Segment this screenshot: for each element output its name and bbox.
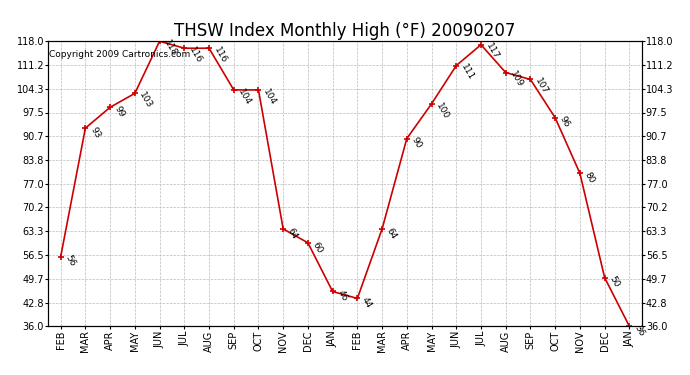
Text: 93: 93 — [88, 125, 101, 140]
Text: 46: 46 — [335, 289, 349, 303]
Text: 99: 99 — [113, 105, 126, 119]
Text: 118: 118 — [162, 39, 179, 58]
Text: 50: 50 — [607, 275, 621, 289]
Text: 104: 104 — [237, 87, 253, 106]
Text: 104: 104 — [262, 87, 277, 106]
Text: 64: 64 — [385, 226, 398, 240]
Text: 117: 117 — [484, 42, 500, 62]
Text: 107: 107 — [533, 77, 550, 96]
Text: 56: 56 — [63, 254, 77, 268]
Text: 116: 116 — [212, 45, 228, 65]
Text: 109: 109 — [509, 70, 525, 89]
Text: 36: 36 — [632, 324, 646, 338]
Text: 100: 100 — [434, 101, 451, 120]
Text: 103: 103 — [137, 91, 154, 110]
Text: 90: 90 — [410, 136, 423, 150]
Text: Copyright 2009 Cartronics.com: Copyright 2009 Cartronics.com — [49, 50, 190, 59]
Text: 44: 44 — [360, 296, 373, 310]
Title: THSW Index Monthly High (°F) 20090207: THSW Index Monthly High (°F) 20090207 — [175, 22, 515, 40]
Text: 111: 111 — [459, 63, 475, 82]
Text: 116: 116 — [187, 45, 204, 65]
Text: 60: 60 — [310, 240, 324, 255]
Text: 80: 80 — [582, 171, 596, 185]
Text: 96: 96 — [558, 115, 571, 129]
Text: 64: 64 — [286, 226, 299, 240]
